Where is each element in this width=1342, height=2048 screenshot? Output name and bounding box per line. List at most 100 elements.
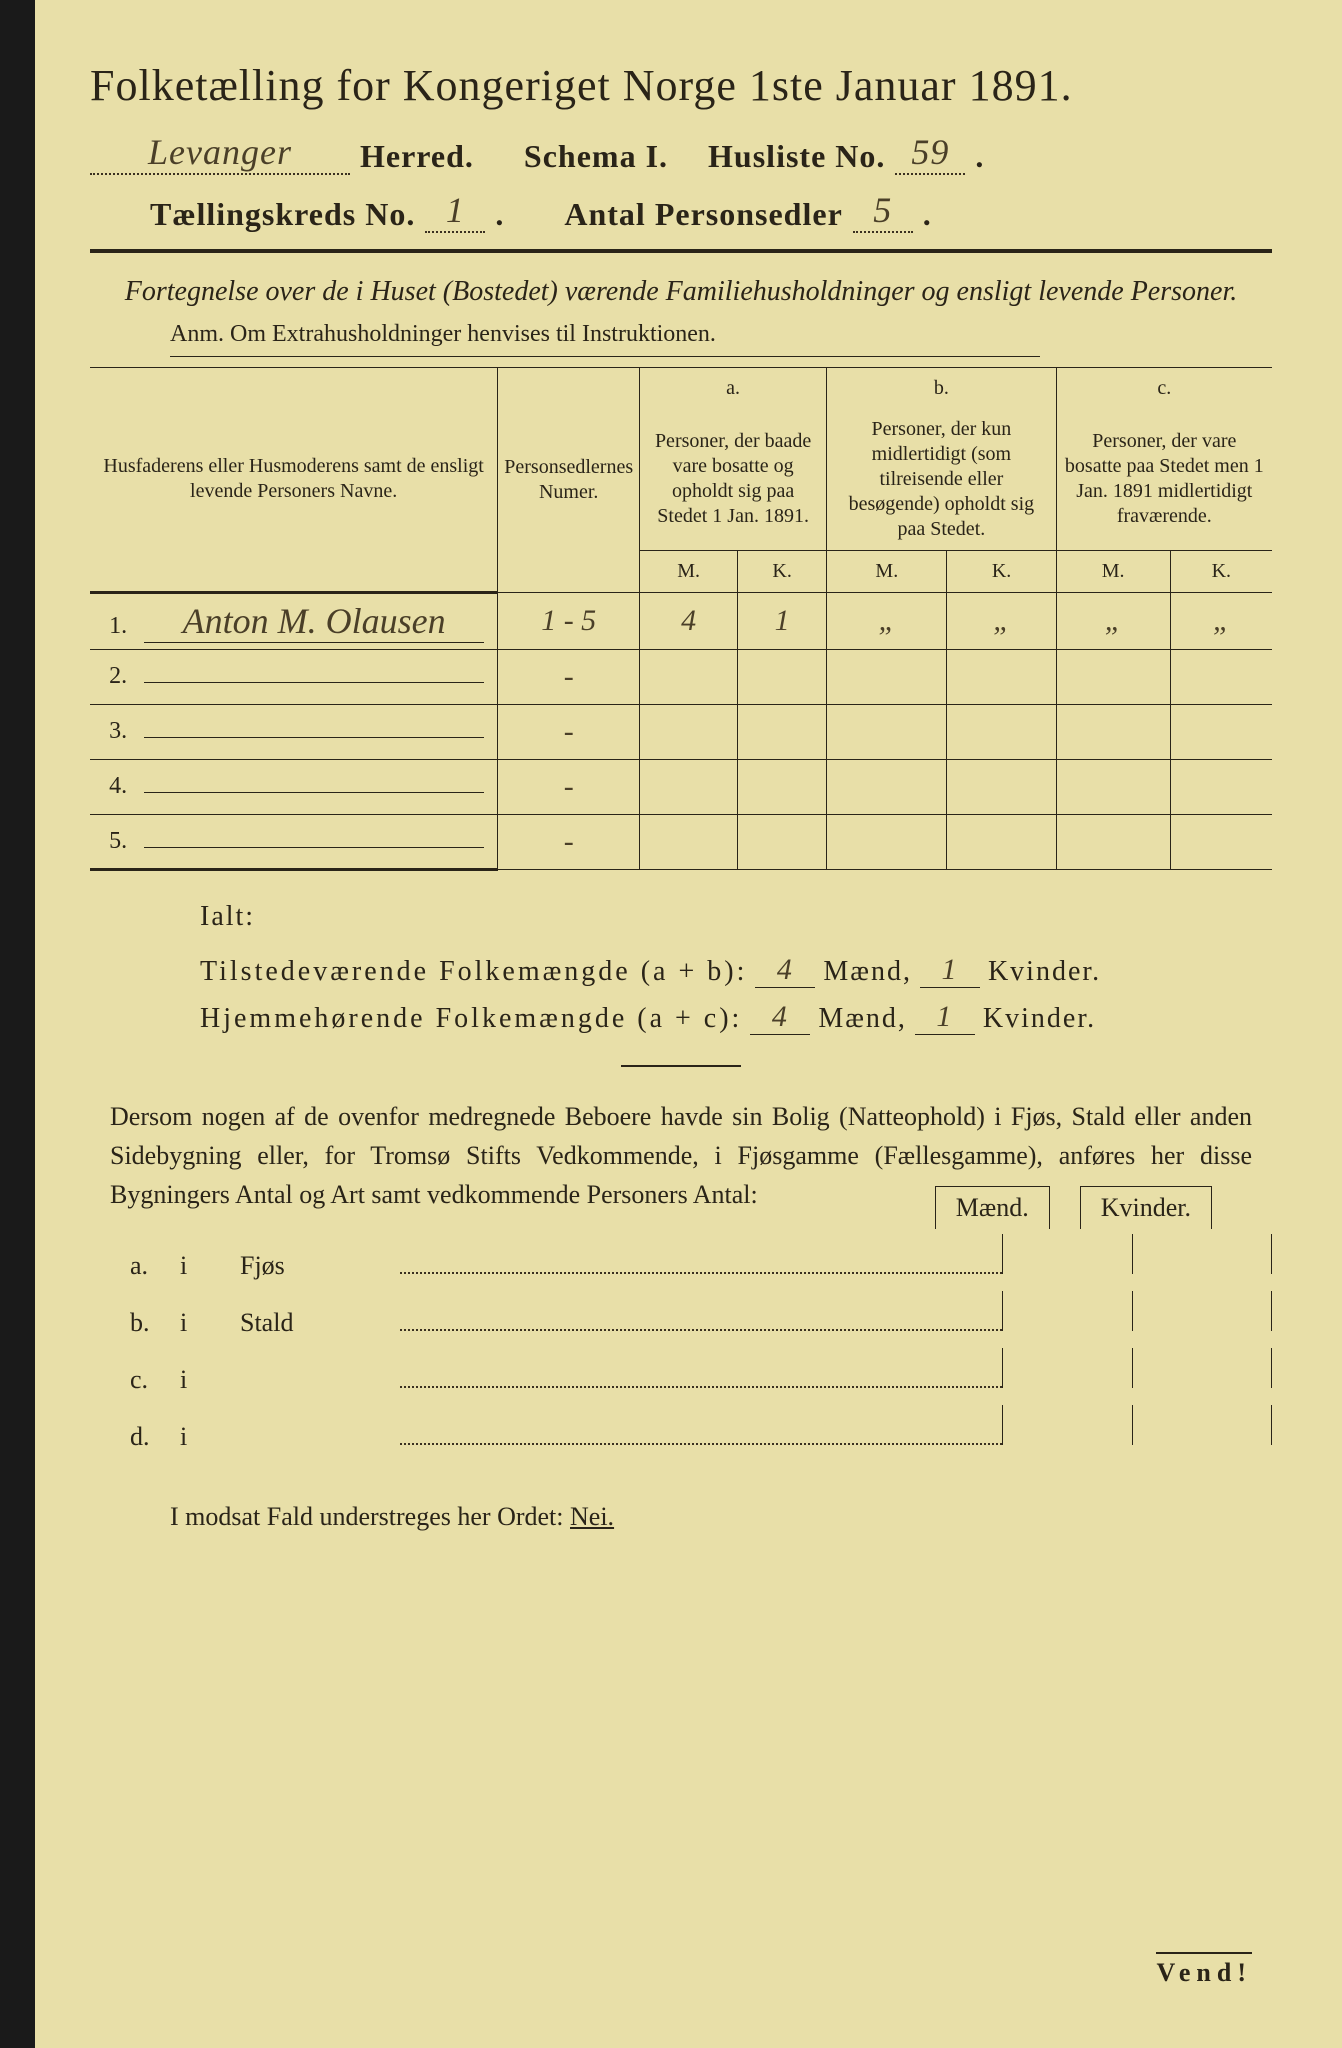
cell-ck [1170,759,1272,814]
nei-line: I modsat Fald understreges her Ordet: Ne… [170,1502,1272,1532]
building-dots [400,1272,1002,1274]
cell-bm: „ [827,592,947,649]
cell-ak [738,814,827,869]
cell-ck: „ [1170,592,1272,649]
building-letter: d. [130,1422,180,1452]
nei-text: I modsat Fald understreges her Ordet: [170,1502,564,1531]
kreds-label: Tællingskreds No. [150,196,415,233]
cell-am [640,814,738,869]
anm-note: Anm. Om Extrahusholdninger henvises til … [170,321,1040,357]
table-row: 3. - [90,704,1272,759]
row-num: 2. [103,663,133,690]
table-row: 5. - [90,814,1272,869]
herred-value: Levanger [148,132,292,172]
page-title: Folketælling for Kongeriget Norge 1ste J… [90,60,1272,111]
hjemme-label: Hjemmehørende Folkemængde (a + c): [200,1003,742,1035]
building-i: i [180,1422,240,1452]
table-row: 1. Anton M. Olausen 1 - 5 4 1 „ „ „ „ [90,592,1272,649]
building-dots [400,1443,1002,1445]
husliste-field: 59 [895,131,965,175]
cell-bk [947,814,1056,869]
building-i: i [180,1251,240,1281]
cell-bm [827,814,947,869]
cell-ck [1170,814,1272,869]
cell-sedler: - [498,649,640,704]
antal-value: 5 [873,190,892,230]
row-num: 3. [103,718,133,745]
subtitle: Fortegnelse over de i Huset (Bostedet) v… [90,273,1272,311]
building-i: i [180,1365,240,1395]
building-mcol [1002,1234,1132,1274]
building-row: d. i [130,1405,1272,1452]
building-i: i [180,1308,240,1338]
cell-sedler: - [498,814,640,869]
mk-maend: Mænd. [935,1186,1050,1229]
cell-ak [738,704,827,759]
antal-label: Antal Personsedler [564,196,842,233]
building-kcol [1132,1291,1272,1331]
table-body: 1. Anton M. Olausen 1 - 5 4 1 „ „ „ „ 2.… [90,592,1272,869]
ialt-label: Ialt: [200,901,1272,933]
cell-bm [827,704,947,759]
mk-kvinder: Kvinder. [1080,1186,1212,1229]
col-c-m: M. [1056,550,1170,592]
building-kcol [1132,1348,1272,1388]
cell-bk: „ [947,592,1056,649]
building-letter: b. [130,1308,180,1338]
herred-label: Herred. [360,138,474,175]
col-c-letter: c. [1056,367,1272,409]
building-letter: a. [130,1251,180,1281]
tilstede-k: 1 [941,953,958,986]
building-row: a. i Fjøs [130,1234,1272,1281]
col-a-text: Personer, der baade vare bosatte og opho… [640,409,827,551]
building-row: b. i Stald [130,1291,1272,1338]
col-c-text: Personer, der vare bosatte paa Stedet me… [1056,409,1272,551]
cell-cm [1056,704,1170,759]
cell-ak [738,759,827,814]
cell-ck [1170,704,1272,759]
cell-bk [947,704,1056,759]
mk-header: Mænd. Kvinder. [935,1186,1212,1229]
census-form-page: Folketælling for Kongeriget Norge 1ste J… [0,0,1342,2048]
maend-label: Mænd, [823,956,912,988]
schema-label: Schema I. [524,138,668,175]
building-mcol [1002,1405,1132,1445]
maend-label-2: Mænd, [818,1003,907,1035]
row-name: Anton M. Olausen [183,601,446,641]
husliste-label: Husliste No. [708,138,885,175]
cell-am [640,759,738,814]
hjemme-m: 4 [772,1000,789,1033]
col-c-k: K. [1170,550,1272,592]
row-num: 4. [103,773,133,800]
cell-ak: 1 [738,592,827,649]
husliste-value: 59 [911,132,949,172]
cell-bm [827,649,947,704]
building-row: c. i [130,1348,1272,1395]
col-b-text: Personer, der kun midlertidigt (som tilr… [827,409,1057,551]
cell-sedler: 1 - 5 [498,592,640,649]
antal-field: 5 [853,189,913,233]
building-letter: c. [130,1365,180,1395]
table-row: 2. - [90,649,1272,704]
col-a-k: K. [738,550,827,592]
kreds-line: Tællingskreds No. 1 . Antal Personsedler… [90,189,1272,233]
col-sedler-header: Personsedlernes Numer. [498,367,640,592]
building-dots [400,1386,1002,1388]
building-name: Fjøs [240,1251,400,1281]
herred-field: Levanger [90,131,350,175]
totals-block: Ialt: Tilstedeværende Folkemængde (a + b… [200,901,1272,1035]
hjemme-k: 1 [936,1000,953,1033]
table-row: 4. - [90,759,1272,814]
building-dots [400,1329,1002,1331]
nei-word: Nei. [570,1502,614,1531]
building-mcol [1002,1348,1132,1388]
tilstede-m: 4 [777,953,794,986]
divider-rule [90,249,1272,253]
vend-label: Vend! [1156,1952,1252,1988]
cell-bk [947,759,1056,814]
cell-cm [1056,759,1170,814]
building-kcol [1132,1234,1272,1274]
cell-cm [1056,814,1170,869]
cell-bk [947,649,1056,704]
cell-bm [827,759,947,814]
